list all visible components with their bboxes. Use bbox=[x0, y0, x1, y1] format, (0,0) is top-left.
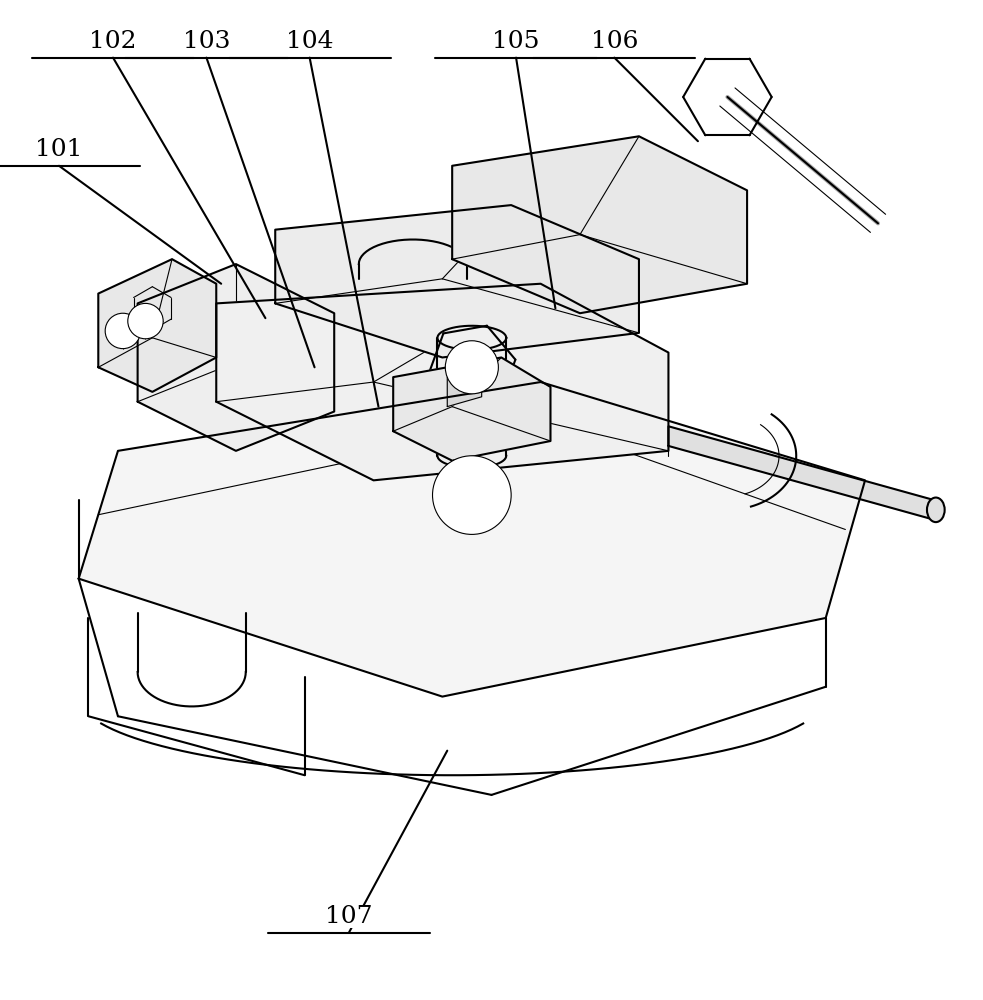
Polygon shape bbox=[437, 326, 506, 350]
Polygon shape bbox=[393, 357, 550, 461]
Text: 106: 106 bbox=[591, 30, 638, 53]
Circle shape bbox=[105, 313, 141, 349]
Polygon shape bbox=[79, 382, 865, 697]
Circle shape bbox=[445, 341, 498, 394]
Text: 105: 105 bbox=[492, 30, 540, 53]
Text: 103: 103 bbox=[183, 30, 230, 53]
Ellipse shape bbox=[927, 498, 945, 522]
Text: 104: 104 bbox=[286, 30, 333, 53]
Text: 107: 107 bbox=[325, 905, 373, 928]
Circle shape bbox=[433, 456, 511, 534]
Polygon shape bbox=[216, 284, 668, 480]
Polygon shape bbox=[668, 426, 934, 520]
Polygon shape bbox=[275, 205, 639, 357]
Circle shape bbox=[442, 466, 501, 525]
Polygon shape bbox=[452, 136, 747, 313]
Polygon shape bbox=[447, 367, 482, 407]
Polygon shape bbox=[138, 264, 334, 451]
Circle shape bbox=[128, 303, 163, 339]
Polygon shape bbox=[98, 259, 216, 392]
Text: 101: 101 bbox=[35, 138, 83, 161]
Text: 102: 102 bbox=[89, 30, 137, 53]
